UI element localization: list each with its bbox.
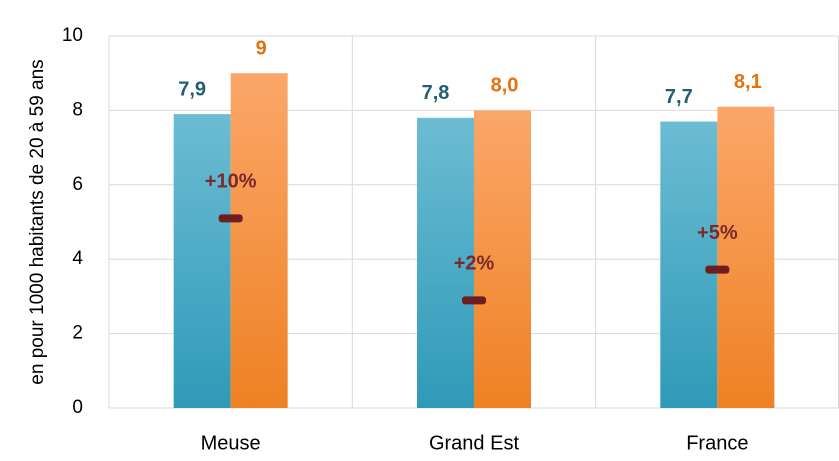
y-tick-label: 8 xyxy=(72,99,83,120)
marker xyxy=(705,265,730,274)
x-tick-label: Grand Est xyxy=(429,432,519,454)
y-tick-label: 0 xyxy=(72,397,83,418)
x-tick-label: Meuse xyxy=(201,432,261,454)
marker-label: +10% xyxy=(205,171,257,193)
bar xyxy=(660,121,718,408)
value-label: 7,9 xyxy=(178,78,206,100)
value-label: 8,1 xyxy=(734,71,762,93)
marker-label: +5% xyxy=(697,222,738,244)
value-label: 7,7 xyxy=(665,86,693,108)
y-tick-label: 10 xyxy=(62,25,83,46)
marker xyxy=(218,214,243,223)
y-tick-label: 6 xyxy=(72,174,83,195)
value-label: 7,8 xyxy=(422,82,450,104)
value-label: 8,0 xyxy=(491,75,519,97)
bar xyxy=(474,110,531,409)
marker-label: +2% xyxy=(454,253,495,275)
y-axis-label: en pour 1000 habitants de 20 à 59 ans xyxy=(27,59,48,384)
y-tick-label: 2 xyxy=(72,323,83,344)
bar xyxy=(717,106,775,409)
x-tick-label: France xyxy=(686,432,748,454)
marker xyxy=(462,296,486,305)
value-label: 9 xyxy=(256,37,267,59)
bar xyxy=(417,117,474,408)
bar xyxy=(230,73,288,408)
y-tick-label: 4 xyxy=(72,248,83,269)
bar xyxy=(173,114,231,409)
